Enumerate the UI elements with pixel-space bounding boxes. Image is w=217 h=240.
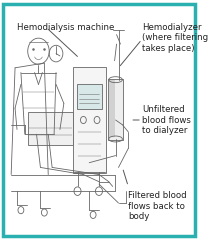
FancyBboxPatch shape — [28, 112, 73, 145]
Text: Hemodialysis machine: Hemodialysis machine — [17, 23, 114, 32]
Text: Hemodialyzer
(where filtering
takes place): Hemodialyzer (where filtering takes plac… — [142, 23, 208, 53]
FancyBboxPatch shape — [73, 67, 106, 173]
Text: Unfiltered
blood flows
to dialyzer: Unfiltered blood flows to dialyzer — [142, 105, 191, 135]
FancyBboxPatch shape — [108, 79, 123, 140]
Text: Filtered blood
flows back to
body: Filtered blood flows back to body — [128, 191, 187, 221]
FancyBboxPatch shape — [77, 84, 102, 109]
